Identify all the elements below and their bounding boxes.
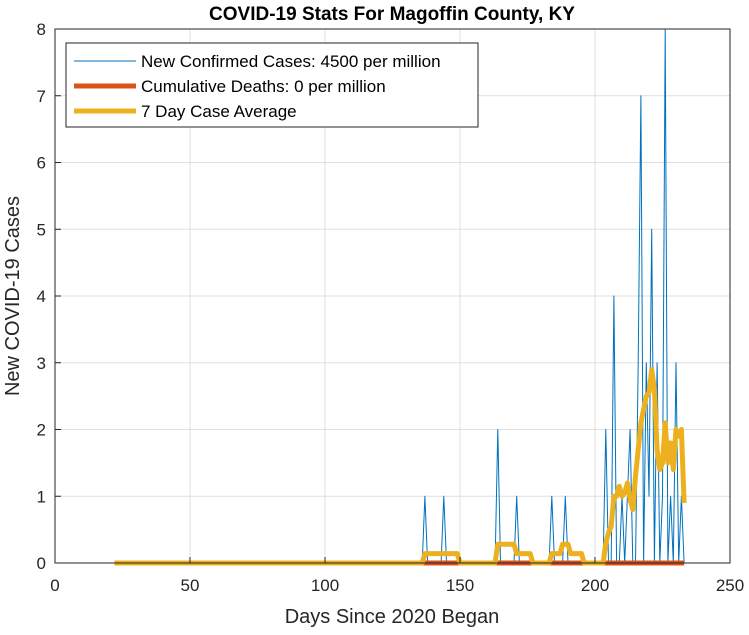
y-tick-label: 2 [37, 421, 46, 440]
x-tick-label: 100 [311, 576, 339, 595]
legend-label-new-cases: New Confirmed Cases: 4500 per million [141, 52, 441, 71]
y-tick-label: 6 [37, 154, 46, 173]
y-tick-label: 8 [37, 20, 46, 39]
y-tick-label: 7 [37, 87, 46, 106]
y-tick-label: 4 [37, 287, 46, 306]
series-7day-average-line [114, 366, 687, 566]
y-tick-label: 0 [37, 554, 46, 573]
tick-layer: 0 50 100 150 200 250 0 1 2 3 4 5 6 7 8 [37, 20, 745, 595]
x-tick-label: 150 [446, 576, 474, 595]
x-tick-label: 50 [181, 576, 200, 595]
x-tick-label: 0 [50, 576, 59, 595]
legend-label-deaths: Cumulative Deaths: 0 per million [141, 77, 386, 96]
legend: New Confirmed Cases: 4500 per million Cu… [65, 42, 479, 128]
y-tick-label: 3 [37, 354, 46, 373]
y-tick-label: 1 [37, 487, 46, 506]
chart-title: COVID-19 Stats For Magoffin County, KY [209, 4, 575, 25]
x-tick-label: 250 [716, 576, 744, 595]
y-tick-label: 5 [37, 220, 46, 239]
legend-label-avg: 7 Day Case Average [141, 102, 297, 121]
x-tick-label: 200 [581, 576, 609, 595]
x-axis-label: Days Since 2020 Began [285, 606, 500, 628]
y-axis-label: New COVID-19 Cases [2, 196, 24, 396]
